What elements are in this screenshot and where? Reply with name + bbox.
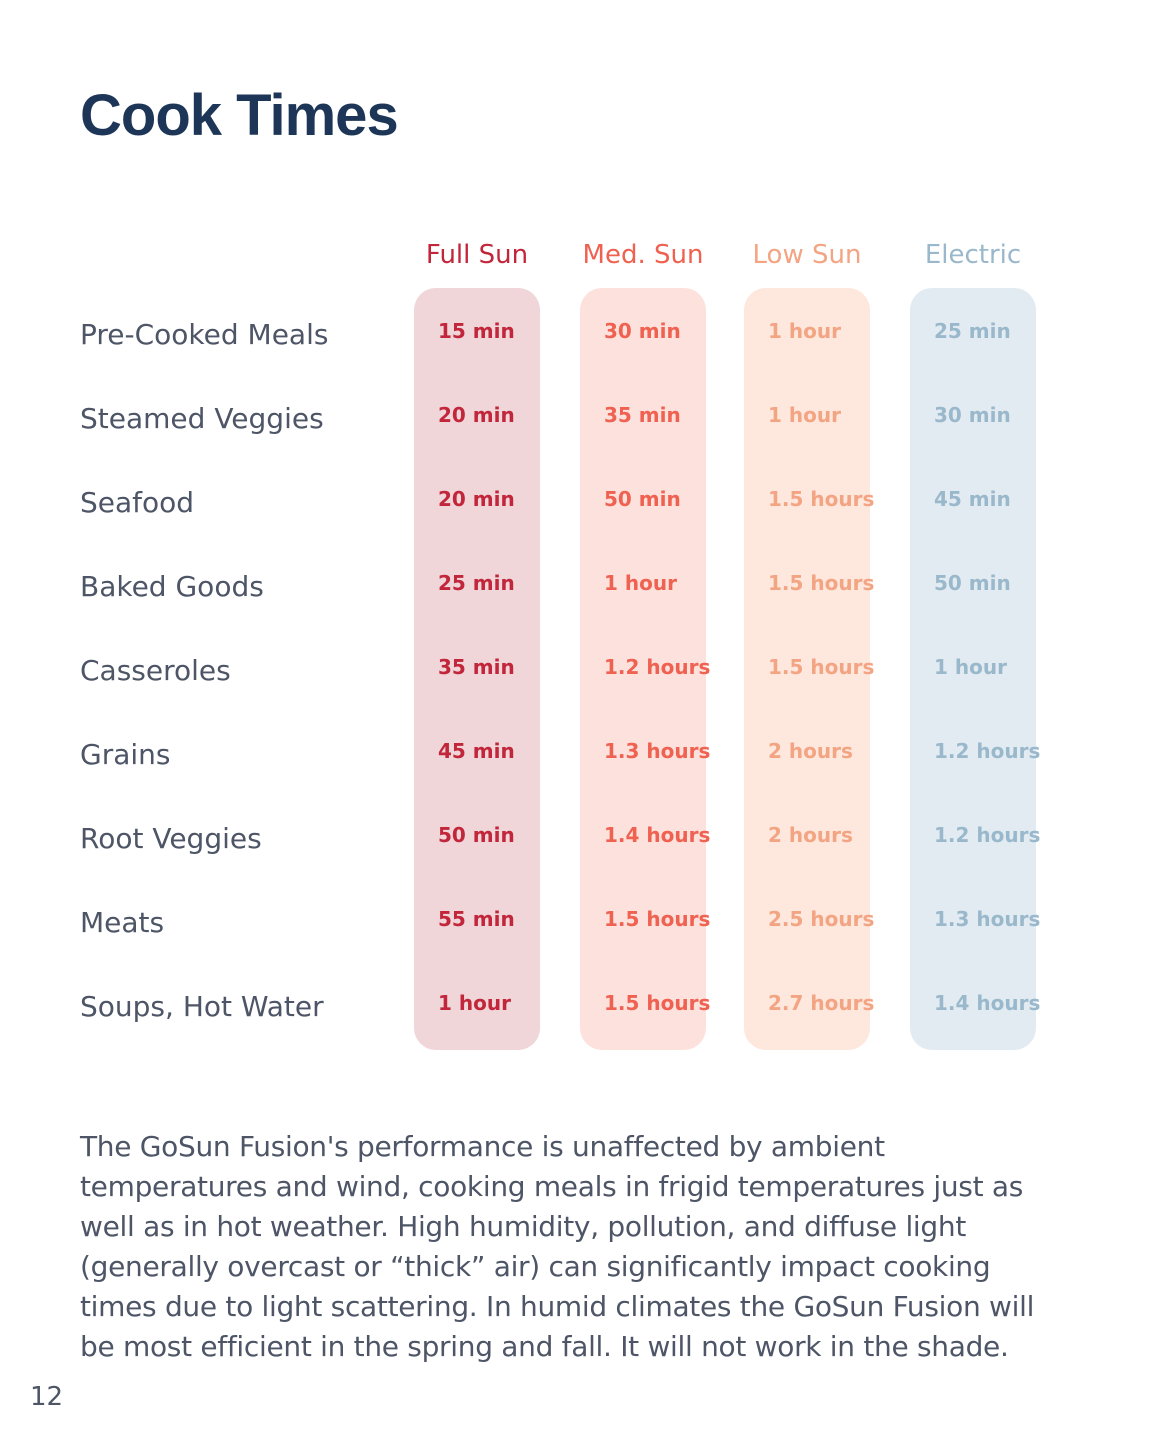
column-header-full-sun: Full Sun bbox=[425, 240, 529, 270]
cell-full-sun: 20 min bbox=[438, 487, 515, 511]
row-label: Casseroles bbox=[80, 654, 231, 687]
cell-full-sun: 45 min bbox=[438, 739, 515, 763]
performance-note: The GoSun Fusion's performance is unaffe… bbox=[80, 1130, 1035, 1363]
cell-full-sun: 35 min bbox=[438, 655, 515, 679]
cell-electric: 1.3 hours bbox=[934, 907, 1041, 931]
cell-electric: 45 min bbox=[934, 487, 1011, 511]
cell-low-sun: 1 hour bbox=[768, 403, 841, 427]
cell-electric: 1 hour bbox=[934, 655, 1007, 679]
row-label: Meats bbox=[80, 906, 165, 939]
cell-electric: 50 min bbox=[934, 571, 1011, 595]
cell-electric: 1.4 hours bbox=[934, 991, 1041, 1015]
cell-electric: 30 min bbox=[934, 403, 1011, 427]
row-label: Pre-Cooked Meals bbox=[80, 318, 329, 351]
column-header-med-sun: Med. Sun bbox=[582, 240, 704, 270]
cell-electric: 1.2 hours bbox=[934, 739, 1041, 763]
cell-med-sun: 35 min bbox=[604, 403, 681, 427]
cell-full-sun: 1 hour bbox=[438, 991, 511, 1015]
cell-electric: 1.2 hours bbox=[934, 823, 1041, 847]
row-label: Grains bbox=[80, 738, 171, 771]
cell-full-sun: 55 min bbox=[438, 907, 515, 931]
page-title: Cook Times bbox=[80, 83, 399, 148]
cell-low-sun: 2.7 hours bbox=[768, 991, 875, 1015]
cell-full-sun: 20 min bbox=[438, 403, 515, 427]
row-label: Soups, Hot Water bbox=[80, 990, 324, 1023]
cell-full-sun: 25 min bbox=[438, 571, 515, 595]
cell-med-sun: 1.5 hours bbox=[604, 991, 711, 1015]
row-label: Baked Goods bbox=[80, 570, 264, 603]
column-background-med-sun bbox=[580, 288, 706, 1050]
row-label: Steamed Veggies bbox=[80, 402, 324, 435]
cell-med-sun: 1.3 hours bbox=[604, 739, 711, 763]
cell-low-sun: 2 hours bbox=[768, 823, 853, 847]
column-background-full-sun bbox=[414, 288, 540, 1050]
cell-med-sun: 1.2 hours bbox=[604, 655, 711, 679]
cell-low-sun: 2.5 hours bbox=[768, 907, 875, 931]
cell-low-sun: 2 hours bbox=[768, 739, 853, 763]
cell-low-sun: 1.5 hours bbox=[768, 655, 875, 679]
cell-med-sun: 50 min bbox=[604, 487, 681, 511]
cell-med-sun: 1 hour bbox=[604, 571, 677, 595]
cell-med-sun: 1.4 hours bbox=[604, 823, 711, 847]
column-background-low-sun bbox=[744, 288, 870, 1050]
cell-full-sun: 15 min bbox=[438, 319, 515, 343]
cell-low-sun: 1.5 hours bbox=[768, 571, 875, 595]
cell-low-sun: 1.5 hours bbox=[768, 487, 875, 511]
cell-med-sun: 1.5 hours bbox=[604, 907, 711, 931]
cell-low-sun: 1 hour bbox=[768, 319, 841, 343]
cell-electric: 25 min bbox=[934, 319, 1011, 343]
column-header-electric: Electric bbox=[924, 240, 1022, 270]
cell-med-sun: 30 min bbox=[604, 319, 681, 343]
row-label: Root Veggies bbox=[80, 822, 262, 855]
cell-full-sun: 50 min bbox=[438, 823, 515, 847]
column-background-electric bbox=[910, 288, 1036, 1050]
column-header-low-sun: Low Sun bbox=[752, 240, 862, 270]
page-number: 12 bbox=[30, 1382, 64, 1412]
row-label: Seafood bbox=[80, 486, 195, 519]
